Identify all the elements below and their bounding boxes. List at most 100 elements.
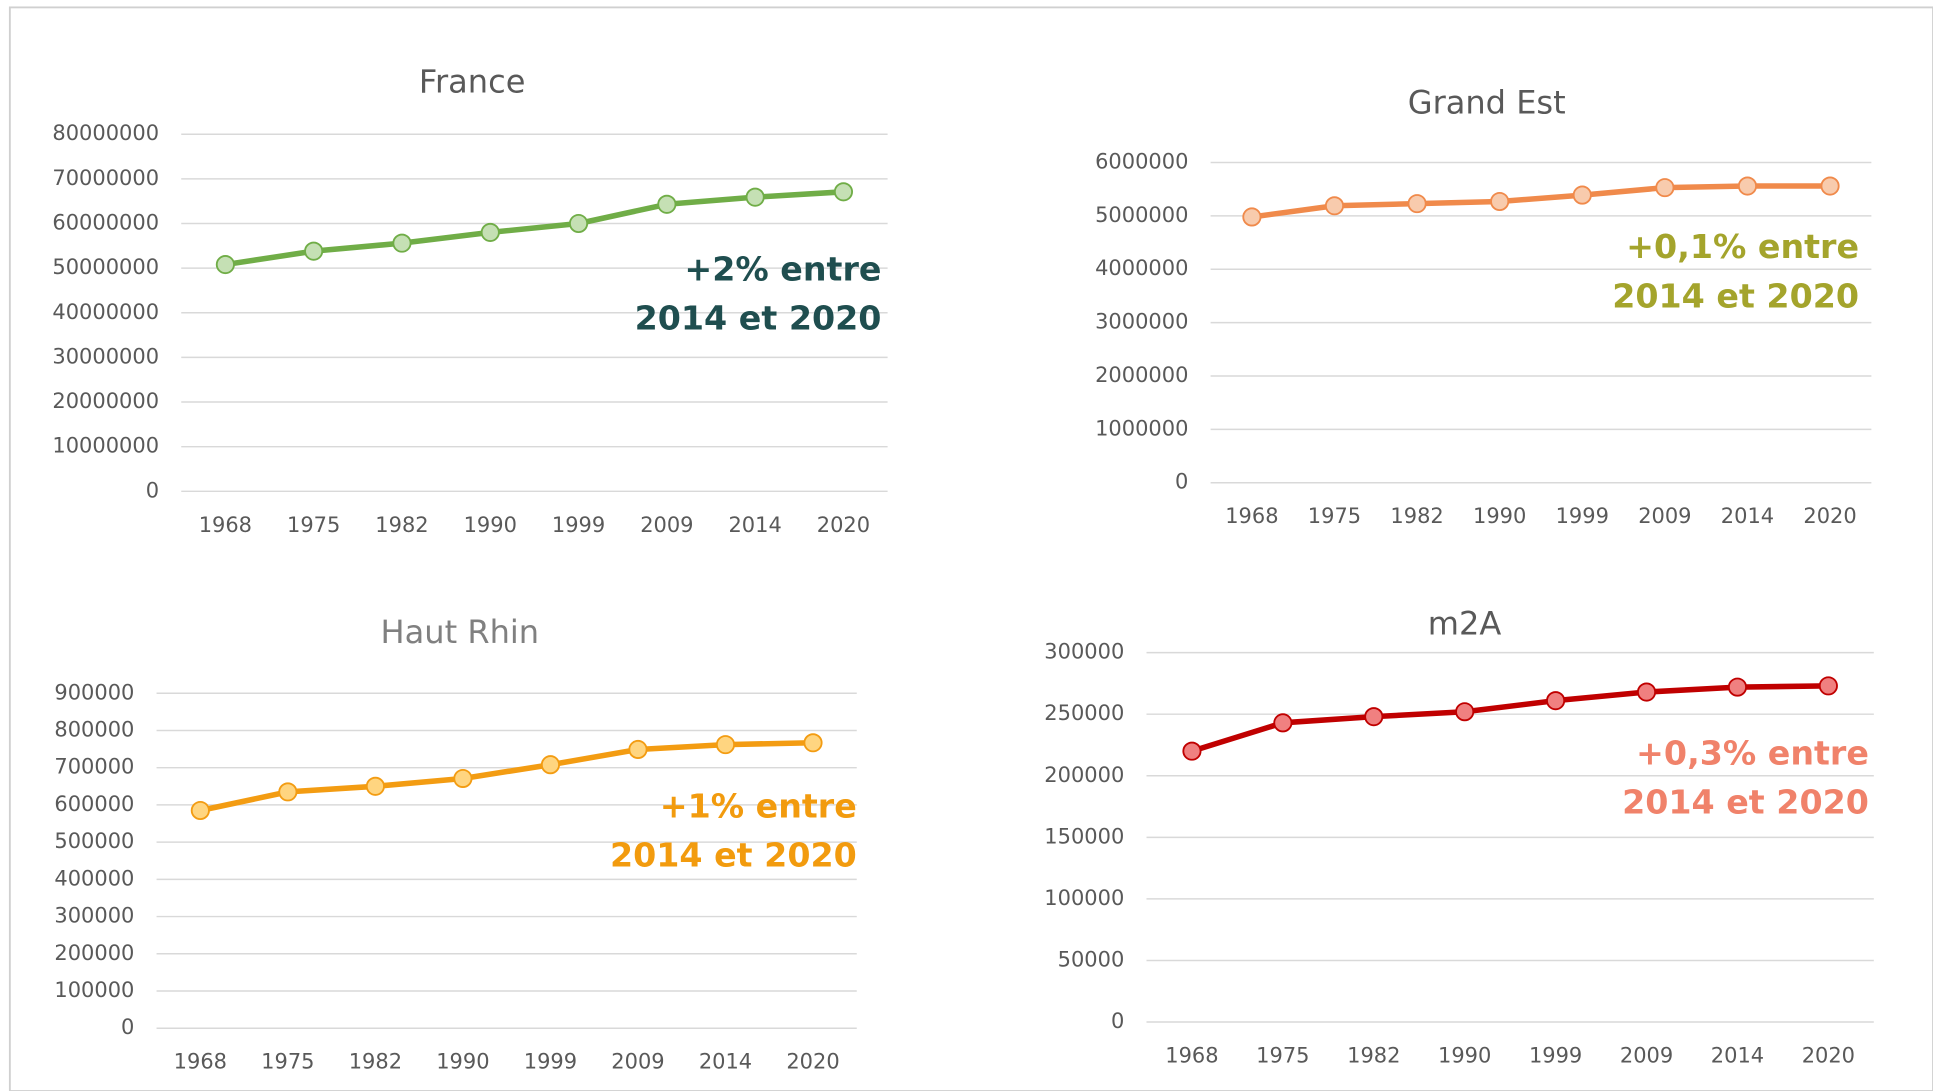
marker — [1655, 178, 1675, 198]
marker — [1572, 185, 1592, 205]
x-tick-label: 1982 — [375, 513, 428, 537]
x-tick-label: 1999 — [552, 513, 605, 537]
marker — [540, 755, 560, 775]
x-tick-label: 2014 — [1721, 504, 1774, 528]
y-tick-label: 50000000 — [52, 255, 159, 279]
x-tick-label: 1968 — [174, 1050, 227, 1074]
annotation: 2014 et 2020 — [1612, 277, 1859, 316]
marker — [1818, 676, 1838, 696]
y-tick-label: 150000 — [1044, 824, 1124, 848]
marker — [1727, 677, 1748, 697]
marker — [1455, 702, 1475, 722]
frame — [8, 6, 1933, 1091]
marker — [1324, 196, 1345, 216]
annotation: +0,3% entre — [1636, 733, 1869, 772]
line — [224, 189, 844, 268]
marker — [1242, 207, 1262, 227]
y-tick-label: 0 — [1111, 1009, 1124, 1033]
line — [1251, 183, 1831, 220]
x-tick-label: 2009 — [1638, 504, 1691, 528]
marker — [365, 776, 385, 796]
chart-title: m2A — [1428, 605, 1502, 643]
y-tick-label: 50000 — [1058, 947, 1125, 971]
marker — [480, 222, 500, 242]
x-tick-label: 1990 — [436, 1050, 489, 1074]
y-tick-label: 3000000 — [1095, 310, 1188, 334]
annotation: +0,1% entre — [1626, 227, 1859, 266]
marker — [1546, 691, 1566, 711]
y-tick-label: 500000 — [54, 829, 134, 853]
y-tick-label: 300000 — [54, 904, 134, 928]
x-tick-label: 2009 — [1620, 1044, 1673, 1068]
y-tick-label: 2000000 — [1095, 363, 1188, 387]
y-tick-label: 0 — [121, 1015, 134, 1039]
y-tick-label: 40000000 — [52, 300, 159, 324]
marker — [190, 800, 210, 821]
y-tick-label: 1000000 — [1095, 416, 1188, 440]
y-tick-label: 100000 — [1044, 886, 1124, 910]
y-tick-label: 4000000 — [1095, 256, 1188, 280]
y-tick-label: 100000 — [54, 978, 134, 1002]
y-tick-label: 80000000 — [52, 121, 159, 145]
marker — [278, 782, 298, 802]
x-tick-label: 1975 — [287, 513, 340, 537]
y-tick-label: 300000 — [1044, 640, 1124, 664]
marker — [1636, 682, 1657, 702]
y-tick-label: 250000 — [1044, 701, 1124, 725]
x-tick-label: 2020 — [1802, 1044, 1855, 1068]
y-tick-label: 0 — [146, 478, 159, 502]
x-tick-label: 2014 — [699, 1050, 752, 1074]
annotation: +2% entre — [684, 249, 881, 288]
y-tick-label: 60000000 — [52, 211, 159, 235]
marker — [628, 739, 648, 760]
marker — [1407, 194, 1427, 214]
marker — [392, 233, 412, 253]
chart-title: Grand Est — [1408, 84, 1566, 122]
x-tick-label: 1975 — [1308, 504, 1361, 528]
marker — [1820, 176, 1840, 196]
y-tick-label: 5000000 — [1095, 203, 1188, 227]
x-tick-label: 2009 — [640, 513, 693, 537]
y-tick-label: 900000 — [54, 680, 134, 704]
x-tick-label: 2014 — [728, 513, 781, 537]
marker — [1182, 741, 1202, 761]
marker — [715, 735, 736, 755]
x-tick-label: 1968 — [1225, 504, 1278, 528]
marker — [657, 194, 677, 214]
x-tick-label: 1990 — [1473, 504, 1526, 528]
y-tick-label: 700000 — [54, 755, 134, 779]
x-tick-label: 1982 — [1347, 1044, 1400, 1068]
x-tick-label: 2020 — [1803, 504, 1856, 528]
y-tick-label: 0 — [1175, 470, 1188, 494]
annotation: 2014 et 2020 — [1622, 783, 1869, 822]
x-tick-label: 1982 — [349, 1050, 402, 1074]
annotation: 2014 et 2020 — [610, 836, 857, 875]
y-tick-label: 200000 — [1044, 763, 1124, 787]
y-tick-label: 30000000 — [52, 344, 159, 368]
marker — [1273, 713, 1293, 733]
marker — [1490, 191, 1510, 212]
line — [1191, 683, 1829, 754]
x-tick-label: 1968 — [199, 513, 252, 537]
chart-title: Haut Rhin — [381, 613, 540, 651]
x-tick-label: 1999 — [1529, 1044, 1582, 1068]
marker — [304, 241, 324, 261]
marker — [215, 255, 235, 275]
x-tick-label: 2014 — [1711, 1044, 1764, 1068]
y-tick-label: 200000 — [54, 941, 134, 965]
annotation: +1% entre — [660, 786, 857, 825]
y-tick-label: 6000000 — [1095, 150, 1188, 174]
x-tick-label: 2009 — [611, 1050, 664, 1074]
x-tick-label: 1975 — [261, 1050, 314, 1074]
y-tick-label: 20000000 — [52, 389, 159, 413]
marker — [803, 733, 823, 753]
marker — [745, 187, 765, 207]
y-tick-label: 400000 — [54, 866, 134, 890]
x-tick-label: 1990 — [1438, 1044, 1491, 1068]
x-tick-label: 1968 — [1165, 1044, 1218, 1068]
chart-title: France — [419, 63, 526, 101]
annotation: 2014 et 2020 — [635, 299, 882, 338]
marker — [1364, 707, 1384, 727]
